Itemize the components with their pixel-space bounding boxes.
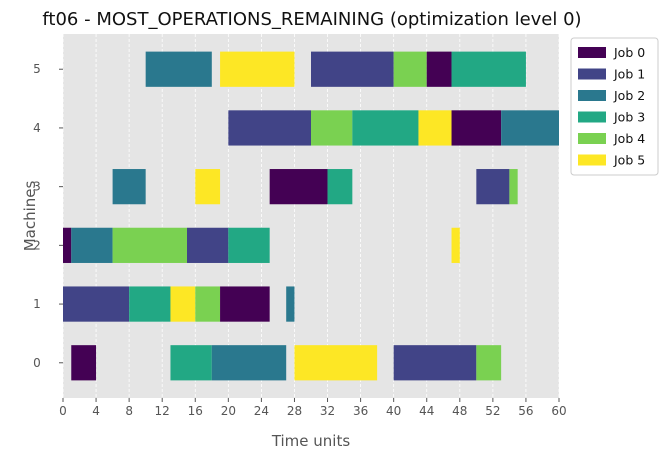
x-axis-title: Time units <box>271 432 351 450</box>
task-bar <box>509 169 518 205</box>
legend-label: Job 5 <box>613 153 645 168</box>
x-tick-label: 20 <box>221 404 236 418</box>
task-bar <box>501 110 559 146</box>
legend-swatch <box>578 133 606 144</box>
task-bar <box>63 286 130 322</box>
task-bar <box>220 51 295 87</box>
task-bar <box>286 286 295 322</box>
legend-label: Job 2 <box>613 88 645 103</box>
task-bar <box>269 169 328 205</box>
y-tick-label: 5 <box>33 62 41 76</box>
x-tick-label: 0 <box>59 404 67 418</box>
grid-lines <box>62 34 560 398</box>
legend-swatch <box>578 47 606 58</box>
plot-area <box>63 34 559 398</box>
task-bar <box>211 345 287 381</box>
x-tick-label: 24 <box>254 404 269 418</box>
legend-swatch <box>578 111 606 123</box>
y-tick-label: 1 <box>33 297 41 311</box>
task-bar <box>451 227 460 263</box>
x-tick-label: 60 <box>551 404 566 418</box>
legend-swatch <box>578 68 606 80</box>
task-bar <box>311 110 353 146</box>
task-bar <box>195 286 221 322</box>
task-bar <box>220 286 270 322</box>
task-bar <box>170 286 196 322</box>
task-bar <box>63 227 72 263</box>
task-bar <box>112 227 187 263</box>
task-bar <box>71 345 97 381</box>
legend-label: Job 1 <box>613 67 645 82</box>
x-tick-label: 28 <box>287 404 302 418</box>
task-bars <box>63 51 559 381</box>
legend-label: Job 0 <box>613 45 645 60</box>
x-tick-label: 52 <box>485 404 500 418</box>
task-bar <box>426 51 452 87</box>
task-bar <box>170 345 212 381</box>
task-bar <box>112 169 146 205</box>
task-bar <box>476 169 510 205</box>
x-tick-label: 16 <box>188 404 203 418</box>
legend-swatch <box>578 90 606 101</box>
task-bar <box>311 51 394 87</box>
x-tick-label: 4 <box>92 404 100 418</box>
y-tick-label: 4 <box>33 121 41 135</box>
task-bar <box>476 345 502 381</box>
task-bar <box>451 51 526 87</box>
legend: Job 0 Job 1 Job 2 Job 3 Job 4 Job 5 <box>570 37 659 176</box>
x-tick-label: 48 <box>452 404 467 418</box>
task-bar <box>195 169 221 205</box>
y-tick-label: 2 <box>33 238 41 252</box>
y-axis-title: Machines <box>21 181 39 252</box>
y-tick-label: 3 <box>33 180 41 194</box>
task-bar <box>228 110 311 146</box>
task-bar <box>294 345 378 381</box>
legend-swatch <box>578 154 606 166</box>
x-tick-label: 40 <box>386 404 401 418</box>
task-bar <box>393 345 477 381</box>
task-bar <box>228 227 270 263</box>
legend-label: Job 4 <box>613 131 645 146</box>
x-tick-label: 32 <box>320 404 335 418</box>
task-bar <box>145 51 212 87</box>
chart-title: ft06 - MOST_OPERATIONS_REMAINING (optimi… <box>42 9 581 30</box>
x-tick-label: 56 <box>518 404 533 418</box>
task-bar <box>71 227 113 263</box>
task-bar <box>393 51 427 87</box>
task-bar <box>327 169 353 205</box>
x-tick-label: 36 <box>353 404 368 418</box>
x-tick-label: 12 <box>155 404 170 418</box>
task-bar <box>418 110 452 146</box>
y-tick-label: 0 <box>33 356 41 370</box>
x-tick-label: 8 <box>125 404 133 418</box>
task-bar <box>129 286 171 322</box>
legend-label: Job 3 <box>613 110 645 125</box>
task-bar <box>187 227 229 263</box>
task-bar <box>352 110 419 146</box>
task-bar <box>451 110 502 146</box>
x-tick-label: 44 <box>419 404 434 418</box>
